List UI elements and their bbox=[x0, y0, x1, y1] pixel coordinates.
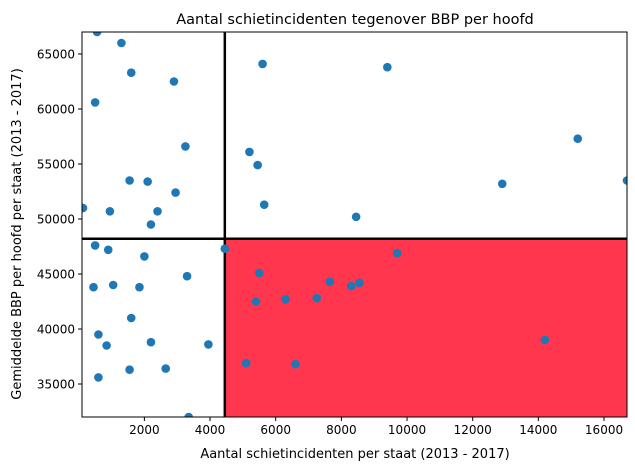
data-point bbox=[182, 271, 192, 281]
data-point bbox=[220, 244, 230, 253]
data-point bbox=[89, 282, 98, 292]
data-point bbox=[94, 330, 103, 339]
x-tick-label: 2000 bbox=[129, 423, 160, 437]
data-point bbox=[312, 293, 322, 303]
data-point bbox=[92, 32, 102, 37]
data-point bbox=[245, 147, 254, 157]
data-point bbox=[346, 281, 356, 291]
data-point bbox=[573, 134, 583, 143]
data-point bbox=[241, 358, 251, 368]
x-tick-label: 12000 bbox=[454, 423, 492, 437]
data-point bbox=[126, 68, 136, 77]
data-point bbox=[325, 277, 335, 287]
data-point bbox=[135, 282, 144, 292]
data-point bbox=[102, 341, 111, 350]
x-tick-label: 16000 bbox=[585, 423, 623, 437]
y-tick-label: 55000 bbox=[37, 158, 75, 172]
data-point bbox=[171, 188, 180, 197]
data-point bbox=[497, 179, 507, 189]
data-point bbox=[94, 373, 103, 382]
data-point bbox=[540, 335, 550, 345]
y-tick-label: 60000 bbox=[37, 103, 75, 117]
data-point bbox=[254, 268, 264, 278]
y-tick-label: 40000 bbox=[37, 323, 75, 337]
data-point bbox=[622, 176, 627, 185]
x-tick-label: 6000 bbox=[260, 423, 291, 437]
data-point bbox=[169, 77, 179, 86]
data-point bbox=[259, 200, 269, 209]
data-point bbox=[105, 207, 115, 216]
data-point bbox=[125, 176, 134, 185]
y-tick-label: 50000 bbox=[37, 213, 75, 227]
y-axis: 35000 40000 45000 50000 55000 60000 65000 bbox=[37, 48, 82, 392]
data-point bbox=[143, 177, 152, 186]
y-tick-label: 45000 bbox=[37, 268, 75, 282]
plot-area bbox=[81, 31, 628, 418]
x-tick-label: 10000 bbox=[388, 423, 426, 437]
x-axis-label: Aantal schietincidenten per staat (2013 … bbox=[200, 447, 509, 462]
x-axis: 2000 4000 6000 8000 10000 12000 14000 16000 bbox=[129, 417, 623, 437]
data-point bbox=[146, 337, 156, 347]
data-point bbox=[251, 297, 261, 306]
data-point bbox=[355, 278, 364, 288]
highlight-region bbox=[224, 238, 627, 417]
data-point bbox=[204, 340, 213, 349]
x-tick-label: 8000 bbox=[326, 423, 357, 437]
data-point bbox=[253, 160, 262, 170]
data-point bbox=[281, 295, 290, 304]
data-points bbox=[82, 32, 627, 417]
data-point bbox=[90, 241, 100, 250]
y-tick-label: 35000 bbox=[37, 378, 75, 392]
data-point bbox=[146, 220, 156, 229]
y-axis-label: Gemiddelde BBP per hoofd per staat (2013… bbox=[10, 68, 25, 400]
x-tick-label: 14000 bbox=[519, 423, 557, 437]
data-point bbox=[291, 359, 300, 369]
y-tick-label: 65000 bbox=[37, 48, 75, 62]
plot-frame bbox=[81, 31, 628, 418]
data-point bbox=[392, 248, 402, 258]
data-point bbox=[181, 142, 190, 151]
data-point bbox=[351, 212, 361, 222]
data-point bbox=[125, 365, 134, 375]
data-point bbox=[108, 280, 118, 290]
data-point bbox=[103, 245, 113, 255]
data-point bbox=[258, 59, 267, 69]
data-point bbox=[140, 252, 149, 261]
data-point bbox=[153, 207, 162, 216]
data-point bbox=[383, 62, 392, 72]
x-tick-label: 4000 bbox=[195, 423, 226, 437]
data-point bbox=[117, 38, 126, 48]
data-point bbox=[126, 313, 136, 323]
data-point bbox=[90, 98, 100, 107]
data-point bbox=[161, 364, 171, 373]
chart-title: Aantal schietincidenten tegenover BBP pe… bbox=[176, 12, 534, 28]
data-point bbox=[184, 412, 194, 417]
data-point bbox=[82, 203, 88, 213]
